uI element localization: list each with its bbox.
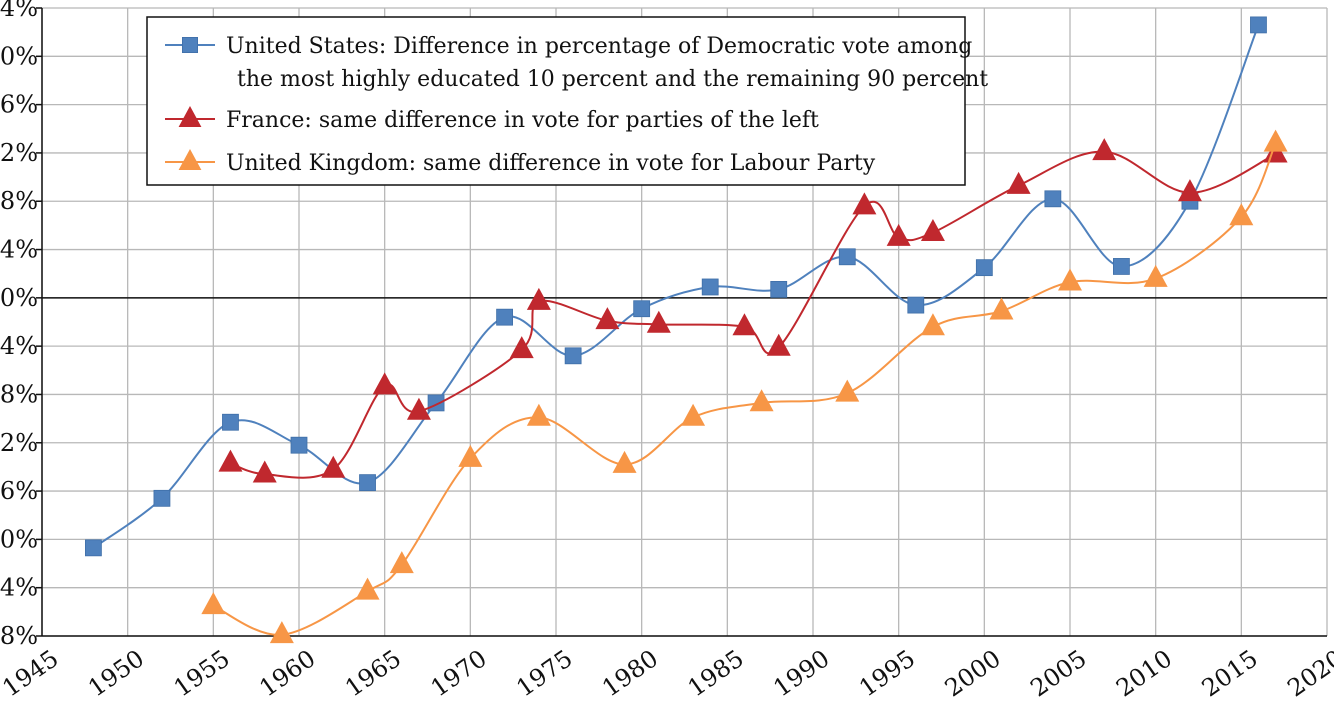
legend-item-uk: United Kingdom: same difference in vote … — [165, 149, 876, 176]
y-tick-label: −4% — [0, 332, 38, 360]
data-point-france — [1006, 171, 1031, 194]
x-tick-label: 2020 — [1282, 644, 1334, 702]
legend-item-france: France: same difference in vote for part… — [165, 106, 819, 133]
y-tick-label: 0% — [0, 284, 38, 312]
x-tick-label: 2015 — [1197, 644, 1263, 702]
y-tick-label: 8% — [0, 187, 38, 215]
y-tick-label: 4% — [0, 236, 38, 264]
x-tick-label: 1945 — [0, 644, 64, 702]
data-point-us — [85, 539, 102, 557]
legend-label: United States: Difference in percentage … — [226, 34, 972, 59]
data-point-us — [564, 347, 582, 365]
data-point-france — [509, 336, 534, 359]
data-point-us — [359, 474, 376, 492]
x-tick-label: 1965 — [340, 644, 406, 702]
series-layer — [85, 16, 1288, 644]
y-tick-label: −8% — [0, 380, 38, 408]
data-point-france — [852, 192, 877, 215]
data-point-france — [1092, 138, 1117, 161]
series-us — [85, 16, 1267, 557]
y-tick-label: 12% — [0, 139, 38, 167]
x-tick-label: 1960 — [254, 644, 320, 702]
x-tick-label: 1985 — [683, 644, 749, 702]
series-france — [218, 138, 1288, 483]
data-point-us — [153, 489, 171, 507]
axes — [36, 7, 1327, 637]
legend-label: United Kingdom: same difference in vote … — [226, 151, 876, 176]
data-point-uk — [749, 389, 774, 412]
data-point-us — [633, 300, 651, 318]
data-point-us — [496, 308, 514, 326]
data-point-france — [218, 449, 243, 472]
data-point-us — [838, 248, 856, 266]
y-tick-label: 16% — [0, 91, 38, 119]
y-tick-label: −24% — [0, 574, 38, 602]
data-point-france — [406, 397, 431, 420]
legend-label: France: same difference in vote for part… — [226, 108, 819, 133]
data-point-uk — [1143, 264, 1168, 287]
y-tick-label: −16% — [0, 477, 38, 505]
data-point-uk — [201, 592, 226, 615]
legend-label: the most highly educated 10 percent and … — [237, 67, 988, 92]
data-point-uk — [1229, 203, 1254, 226]
data-point-uk — [269, 621, 294, 644]
data-point-france — [920, 218, 945, 241]
x-tick-label: 2005 — [1025, 644, 1091, 702]
data-point-france — [1177, 179, 1202, 202]
x-tick-label: 1955 — [169, 644, 235, 702]
y-tick-label: −12% — [0, 429, 38, 457]
data-point-uk — [920, 313, 945, 336]
x-tick-label: 1990 — [768, 644, 834, 702]
data-point-us — [290, 436, 308, 454]
data-point-uk — [612, 450, 637, 473]
y-tick-label: −28% — [0, 622, 38, 650]
legend-box — [146, 16, 966, 186]
data-point-uk — [1263, 129, 1288, 152]
data-point-uk — [989, 297, 1014, 320]
x-tick-label: 2000 — [940, 644, 1006, 702]
data-point-france — [321, 455, 346, 478]
data-point-us — [1044, 190, 1062, 208]
data-point-uk — [458, 444, 483, 467]
data-point-france — [595, 307, 620, 330]
data-point-uk — [1058, 268, 1082, 291]
data-point-us — [975, 259, 993, 277]
series-line-france — [230, 150, 1277, 479]
x-tick-label: 1950 — [83, 644, 149, 702]
legend-swatch-marker — [178, 149, 202, 170]
data-point-france — [526, 287, 551, 310]
data-point-uk — [835, 379, 860, 402]
data-point-france — [372, 372, 397, 395]
series-line-uk — [212, 142, 1277, 636]
x-tick-label: 1975 — [511, 644, 577, 702]
data-point-france — [252, 460, 277, 483]
data-point-france — [766, 333, 791, 356]
data-point-uk — [526, 403, 551, 426]
data-point-france — [732, 313, 757, 336]
x-tick-label: 1980 — [597, 644, 663, 702]
x-tick-label: 1970 — [426, 644, 492, 702]
data-point-us — [701, 278, 719, 296]
series-uk — [201, 129, 1288, 644]
data-point-us — [1113, 258, 1130, 275]
y-tick-label: −20% — [0, 525, 38, 553]
data-point-uk — [681, 403, 706, 426]
x-tick-label: 1995 — [854, 644, 920, 702]
data-point-uk — [389, 551, 414, 574]
legend-item-us: United States: Difference in percentage … — [165, 34, 988, 92]
data-point-us — [222, 413, 239, 431]
data-point-us — [1250, 16, 1267, 34]
y-tick-label: 24% — [0, 0, 38, 22]
legend-swatch-marker — [181, 37, 198, 54]
data-point-france — [646, 310, 671, 333]
legend-swatch-marker — [178, 106, 202, 127]
data-point-france — [886, 223, 911, 246]
data-point-us — [770, 280, 788, 298]
legend: United States: Difference in percentage … — [146, 16, 988, 186]
y-tick-label: 20% — [0, 42, 38, 70]
x-tick-label: 2010 — [1111, 644, 1177, 702]
data-point-us — [907, 296, 925, 314]
data-point-uk — [355, 577, 380, 600]
